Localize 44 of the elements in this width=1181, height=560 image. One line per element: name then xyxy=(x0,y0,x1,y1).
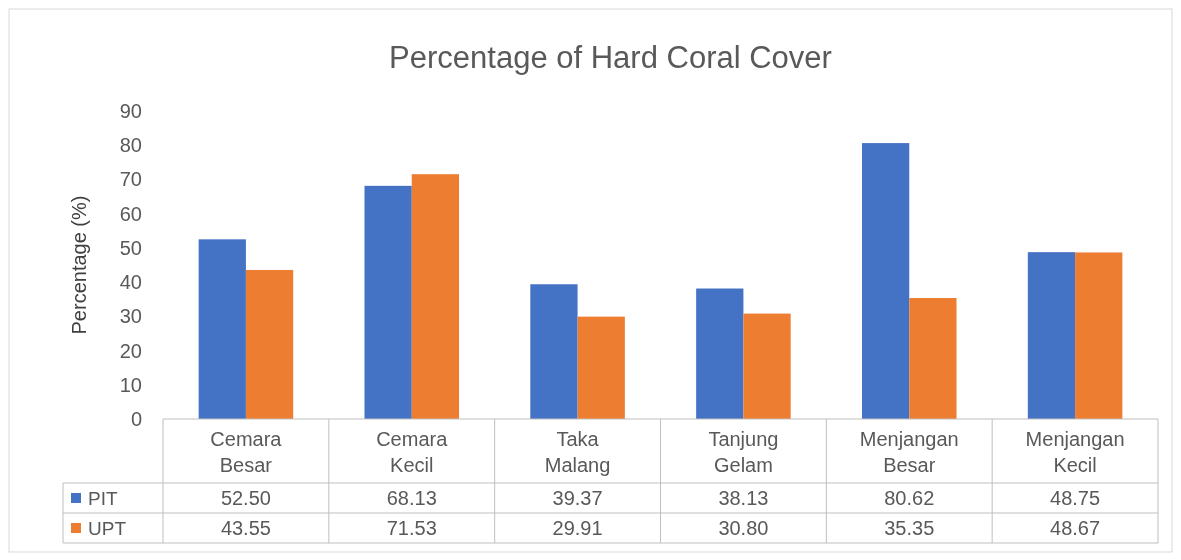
bar xyxy=(411,174,460,419)
bar xyxy=(743,313,791,419)
data-label: 39.37 xyxy=(552,487,603,509)
x-tick-label: Taka Malang xyxy=(544,428,611,476)
y-axis-title: Percentage (%) xyxy=(68,195,90,335)
y-tick-label: 90 xyxy=(119,100,142,122)
bar xyxy=(198,239,246,419)
data-label: 38.13 xyxy=(718,487,769,509)
y-tick-label: 30 xyxy=(119,305,142,328)
y-tick-label: 50 xyxy=(119,236,142,259)
bar xyxy=(530,284,578,419)
bar xyxy=(364,185,412,419)
bar xyxy=(577,316,625,419)
bar xyxy=(1027,252,1076,419)
data-label: 48.75 xyxy=(1050,487,1101,509)
data-label: 43.55 xyxy=(220,517,271,539)
bar xyxy=(861,143,910,419)
x-tick-label: Menjangan Besar xyxy=(859,428,959,476)
bar xyxy=(245,269,294,419)
data-label: 29.91 xyxy=(552,517,603,539)
y-tick-label: 40 xyxy=(119,271,142,294)
x-tick-label: Tanjung Gelam xyxy=(708,428,779,476)
data-label: 71.53 xyxy=(386,517,437,539)
y-tick-label: 80 xyxy=(119,134,142,157)
data-label: 68.13 xyxy=(386,487,437,509)
x-tick-label: Menjangan Kecil xyxy=(1025,428,1125,476)
data-label: 52.50 xyxy=(220,487,271,509)
data-label: 30.80 xyxy=(718,517,769,539)
data-label: 35.35 xyxy=(884,517,935,539)
y-tick-label: 0 xyxy=(130,408,142,430)
x-tick-label: Cemara Kecil xyxy=(376,428,449,476)
legend-label: PIT xyxy=(88,488,118,509)
bar xyxy=(909,298,957,419)
y-tick-label: 60 xyxy=(119,202,142,225)
x-tick-label: Cemara Besar xyxy=(210,428,283,476)
y-tick-label: 70 xyxy=(119,168,142,191)
y-tick-label: 10 xyxy=(119,373,142,396)
legend-label: UPT xyxy=(88,518,127,539)
data-label: 48.67 xyxy=(1050,517,1101,539)
data-label: 80.62 xyxy=(884,487,935,509)
bar xyxy=(1075,252,1123,419)
y-tick-label: 20 xyxy=(119,339,142,362)
bar xyxy=(696,288,744,419)
chart-title: Percentage of Hard Coral Cover xyxy=(389,40,832,75)
